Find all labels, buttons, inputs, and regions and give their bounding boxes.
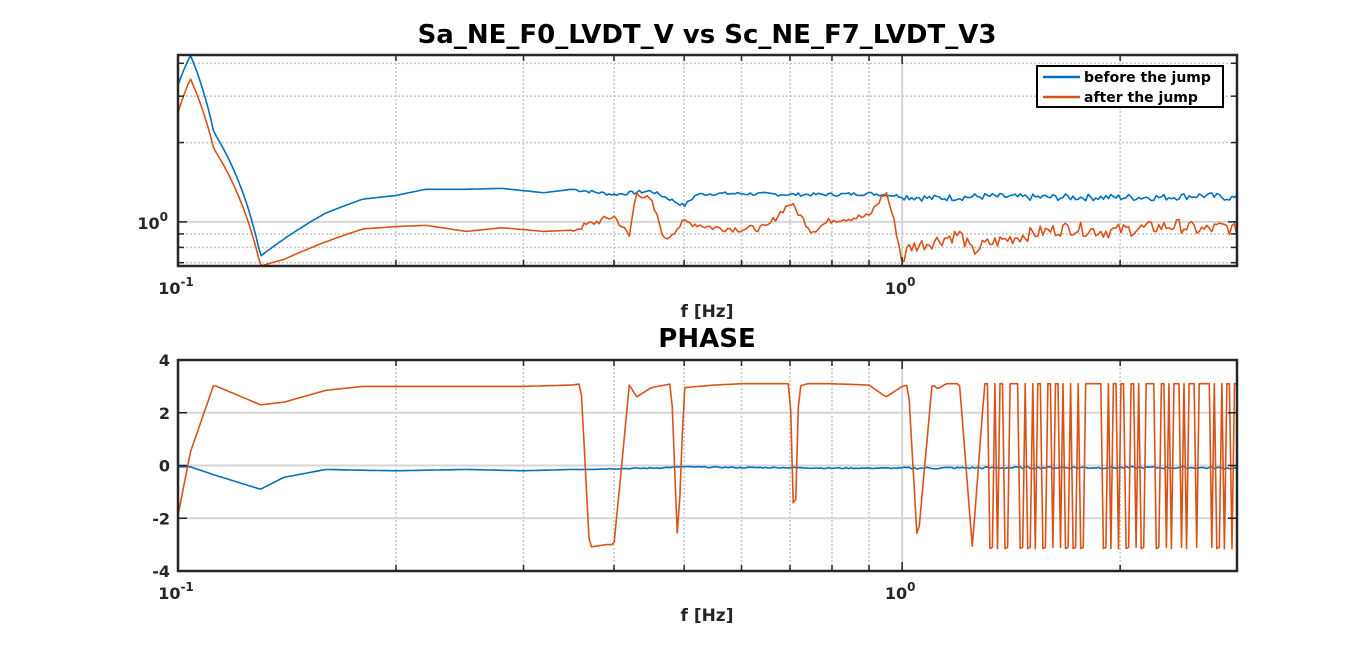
phase-title: PHASE	[658, 324, 755, 354]
y-tick-label: 100	[137, 210, 168, 233]
x-tick-label: 100	[885, 580, 916, 603]
phase-lines	[177, 382, 1238, 550]
magnitude-lines	[177, 54, 1238, 267]
magnitude-xlabel: f [Hz]	[681, 302, 734, 322]
legend-label-before: before the jump	[1084, 70, 1211, 86]
magnitude-axes-box	[176, 53, 1239, 268]
legend-label-after: after the jump	[1084, 90, 1198, 106]
magnitude-title: Sa_NE_F0_LVDT_V vs Sc_NE_F7_LVDT_V3	[418, 20, 997, 50]
y-tick-label: -2	[152, 509, 170, 528]
series-line-1	[177, 382, 1237, 550]
phase-xlabel: f [Hz]	[681, 606, 734, 626]
x-tick-label: 100	[885, 275, 916, 298]
phase-panel: PHASE 10-1 100 4 2 0 -2 -4 f [Hz]	[152, 324, 1239, 626]
series-line-1	[177, 78, 1238, 267]
y-tick-label: 4	[159, 351, 170, 370]
series-line-0	[178, 465, 1238, 490]
magnitude-grid	[177, 55, 1237, 266]
x-tick-label: 10-1	[158, 580, 194, 603]
series-line-0	[177, 54, 1238, 257]
x-tick-label: 10-1	[158, 275, 194, 298]
y-tick-label: 0	[159, 457, 170, 476]
legend-box	[1036, 65, 1224, 108]
magnitude-ticks: 10-1 100 100	[137, 55, 1237, 298]
magnitude-panel: Sa_NE_F0_LVDT_V vs Sc_NE_F7_LVDT_V3 10-1…	[137, 20, 1239, 322]
y-tick-label: -4	[152, 562, 170, 581]
y-tick-label: 2	[159, 404, 170, 423]
phase-ticks: 10-1 100 4 2 0 -2 -4	[152, 351, 1237, 603]
legend: before the jump after the jump	[1036, 65, 1224, 108]
